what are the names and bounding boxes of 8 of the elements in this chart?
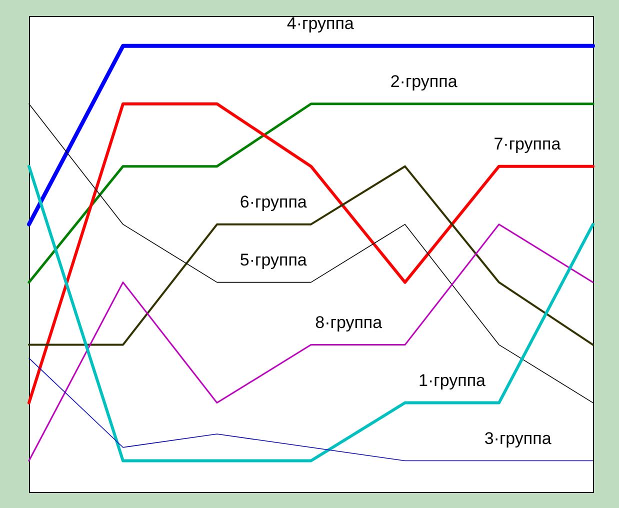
series-label: 7·группа — [494, 134, 562, 154]
series-label: 5·группа — [240, 250, 308, 270]
series-label: 2·группа — [390, 72, 458, 91]
series-label: 1·группа — [418, 370, 486, 390]
series-label: 3·группа — [484, 428, 552, 448]
series-label: 6·группа — [240, 192, 308, 212]
series-label: 4·группа — [286, 14, 354, 33]
series-label: 8·группа — [315, 312, 383, 332]
